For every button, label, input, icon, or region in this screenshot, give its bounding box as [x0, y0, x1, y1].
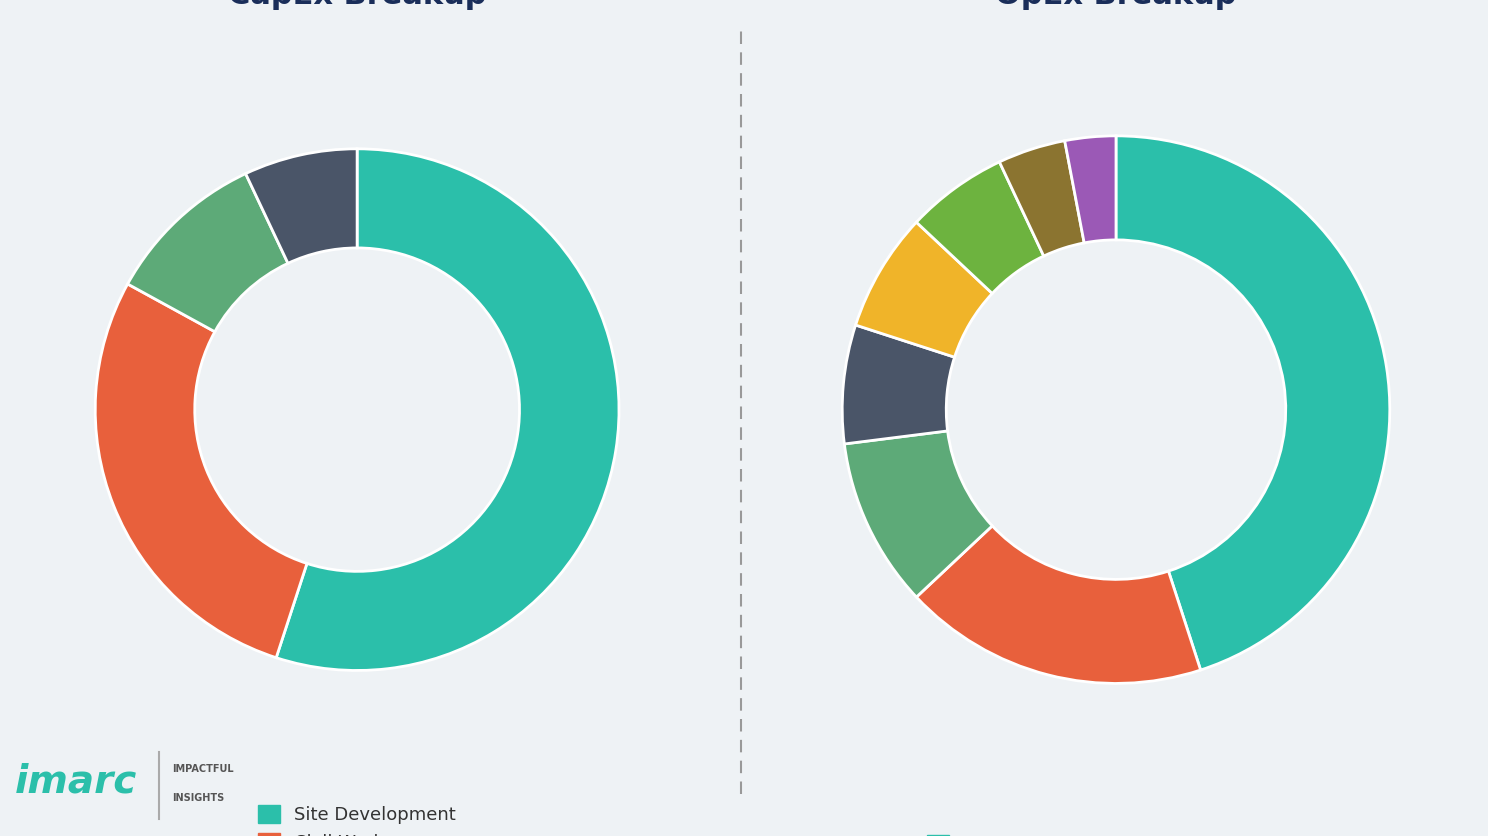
Title: CapEx Breakup: CapEx Breakup: [228, 0, 487, 10]
Wedge shape: [856, 222, 992, 357]
Text: IMPACTFUL: IMPACTFUL: [173, 764, 234, 774]
Text: INSIGHTS: INSIGHTS: [173, 793, 225, 803]
Wedge shape: [917, 526, 1201, 684]
Wedge shape: [95, 284, 307, 658]
Wedge shape: [844, 431, 992, 597]
Wedge shape: [842, 325, 955, 444]
Wedge shape: [1000, 140, 1085, 256]
Legend: Raw Materials, Salaries and Wages, Taxes, Utility, Transportation, Overheads, De: Raw Materials, Salaries and Wages, Taxes…: [927, 834, 1140, 836]
Legend: Site Development, Civil Works, Machinery, Others: Site Development, Civil Works, Machinery…: [259, 805, 455, 836]
Wedge shape: [1116, 135, 1390, 670]
Wedge shape: [246, 149, 357, 263]
Text: imarc: imarc: [15, 762, 137, 801]
Title: OpEx Breakup: OpEx Breakup: [995, 0, 1237, 10]
Wedge shape: [277, 149, 619, 670]
Wedge shape: [128, 174, 289, 332]
Wedge shape: [917, 162, 1043, 293]
Wedge shape: [1065, 135, 1116, 243]
